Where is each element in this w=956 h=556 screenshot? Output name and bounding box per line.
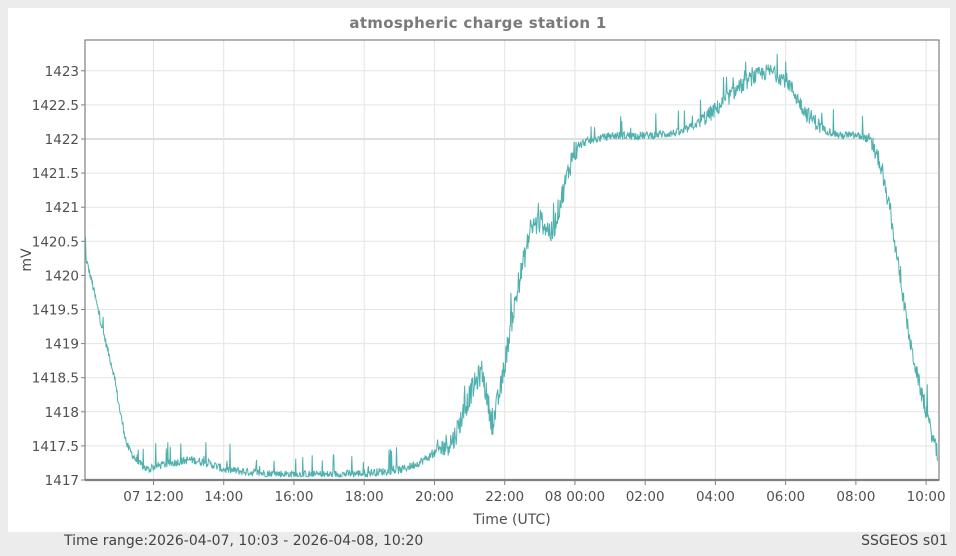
x-tick-label: 08 00:00 <box>545 489 605 505</box>
x-tick-label: 07 12:00 <box>123 489 183 505</box>
y-tick-label: 1420.5 <box>32 234 79 250</box>
y-tick-label: 1418.5 <box>32 371 79 387</box>
x-tick-label: 08:00 <box>836 489 875 505</box>
grid-lines <box>85 40 939 481</box>
x-axis: 07 12:00 14:00 16:00 18:00 20:00 22:00 08 00:0… <box>123 480 946 505</box>
y-tick-label: 1417 <box>45 473 79 489</box>
x-tick-label: 20:00 <box>415 489 454 505</box>
y-tick-label: 1419 <box>45 337 79 353</box>
plot-border <box>84 39 940 481</box>
x-tick-label: 18:00 <box>345 489 384 505</box>
x-tick-label: 06:00 <box>766 489 805 505</box>
y-axis-label: mV <box>19 248 35 272</box>
time-range-label: Time range:2026-04-07, 10:03 - 2026-04-0… <box>64 533 424 549</box>
x-tick-label: 02:00 <box>626 489 665 505</box>
y-tick-label: 1417.5 <box>32 439 79 455</box>
y-tick-label: 1421.5 <box>32 166 79 182</box>
x-tick-label: 22:00 <box>485 489 524 505</box>
chart-title: atmospheric charge station 1 <box>349 14 607 32</box>
x-tick-label: 04:00 <box>696 489 735 505</box>
y-tick-label: 1419.5 <box>32 303 79 319</box>
y-tick-label: 1418 <box>45 405 79 421</box>
x-tick-label: 16:00 <box>275 489 314 505</box>
y-tick-label: 1422 <box>45 132 79 148</box>
y-tick-label: 1423 <box>45 64 79 80</box>
x-axis-label: Time (UTC) <box>472 512 550 528</box>
chart-panel <box>8 8 950 532</box>
x-tick-label: 14:00 <box>204 489 243 505</box>
y-axis: 1417 1417.5 1418 1418.5 1419 1419.5 1420 1420.5… <box>32 64 85 489</box>
y-tick-label: 1422.5 <box>32 98 79 114</box>
x-tick-label: 10:00 <box>907 489 946 505</box>
y-tick-label: 1420 <box>45 268 79 284</box>
station-label: SSGEOS s01 <box>861 533 948 549</box>
data-line <box>85 53 939 479</box>
y-tick-label: 1421 <box>45 200 79 216</box>
